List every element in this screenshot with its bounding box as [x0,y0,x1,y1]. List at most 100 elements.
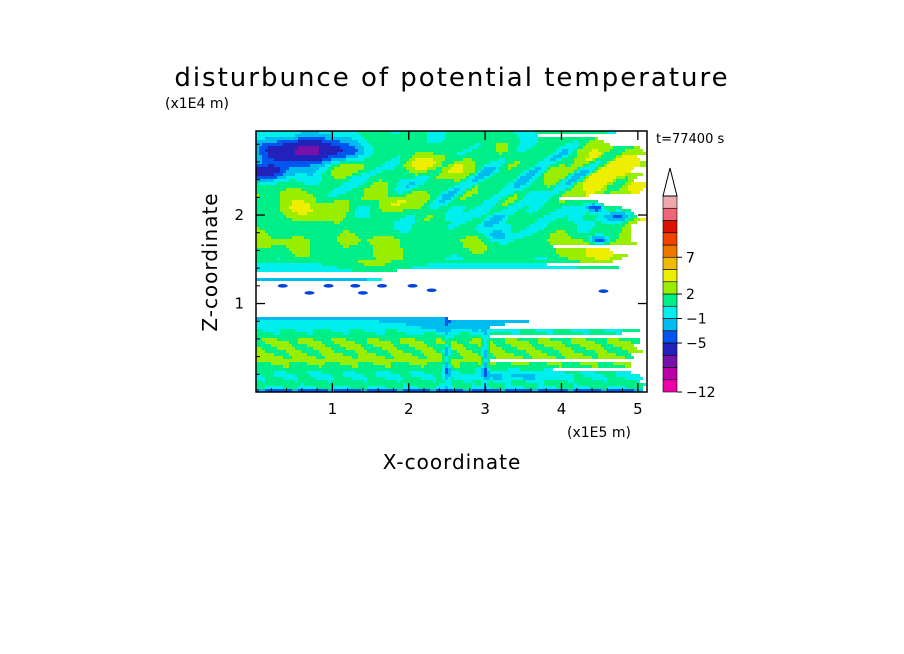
heatmap-cell [415,347,433,350]
heatmap-cell [286,245,310,248]
heatmap-cell [571,188,583,191]
heatmap-cell [400,374,412,377]
heatmap-cell [616,374,640,377]
heatmap-cell [487,329,520,332]
heatmap-cell [493,341,505,344]
heatmap-cell [370,209,382,212]
heatmap-cell [625,149,643,152]
heatmap-cell [568,176,571,179]
heatmap-cell [544,158,550,161]
colorbar-tick-label: 2 [686,287,695,303]
heatmap-cell [256,338,262,341]
heatmap-cell [490,386,505,389]
heatmap-cell [490,350,505,353]
heatmap-cell [295,380,298,383]
colorbar-extend-arrow [662,167,678,197]
heatmap-cell [451,254,457,257]
heatmap-cell [460,197,466,200]
heatmap-cell [589,212,610,215]
heatmap-cell [511,224,529,227]
heatmap-cell [256,257,277,260]
heatmap-cell [586,212,589,215]
heatmap-cell [385,386,403,389]
heatmap-cell [559,365,562,368]
heatmap-cell [256,194,259,197]
heatmap-cell [277,338,298,341]
heatmap-cell [589,155,598,158]
heatmap-cell [256,224,394,227]
heatmap-cell [445,338,448,341]
heatmap-cell [553,155,562,158]
heatmap-cell [286,350,301,353]
heatmap-cell [487,350,490,353]
heatmap-cell [556,230,565,233]
heatmap-cell [523,236,550,239]
heatmap-cell [622,215,628,218]
heatmap-cell [454,386,472,389]
heatmap-cell [529,170,538,173]
heatmap-cell [406,185,409,188]
heatmap-cell [586,251,613,254]
heatmap-cell [376,371,391,374]
heatmap-cell [460,371,475,374]
heatmap-cell [262,155,268,158]
heatmap-cell [292,344,307,347]
heatmap-cell [325,164,331,167]
heatmap-cell [454,377,484,380]
heatmap-cell [421,326,490,329]
heatmap-cell [259,389,265,392]
heatmap-cell [382,170,409,173]
heatmap-cell [562,149,568,152]
heatmap-cell [469,209,490,212]
heatmap-cell [514,161,520,164]
heatmap-cell [586,347,604,350]
heatmap-cell [424,365,442,368]
heatmap-cell [469,146,478,149]
heatmap-cell [427,131,445,134]
heatmap-cell [523,356,532,359]
heatmap-cell [535,173,541,176]
heatmap-cell [406,332,424,335]
heatmap-cell [289,167,319,170]
heatmap-cell [322,140,340,143]
heatmap-cell [448,203,481,206]
heatmap-cell [415,182,424,185]
heatmap-cell [493,230,502,233]
heatmap-cell [316,356,325,359]
heatmap-cell [364,137,427,140]
heatmap-cell [343,332,349,335]
heatmap-cell [541,167,547,170]
heatmap-cell [283,212,298,215]
heatmap-cell [505,350,526,353]
heatmap-cell [391,365,421,368]
heatmap-cell [508,164,517,167]
heatmap-cell [373,146,469,149]
heatmap-cell [280,167,289,170]
heatmap-cell [505,185,514,188]
heatmap-cell [505,233,532,236]
heatmap-cell [553,347,571,350]
heatmap-cell [616,353,631,356]
heatmap-cell [256,269,352,272]
heatmap-cell [565,371,580,374]
heatmap-cell [256,374,262,377]
heatmap-cell [601,152,604,155]
colorbar-swatch [662,244,678,258]
heatmap-cell [562,179,568,182]
heatmap-cell [412,374,433,377]
heatmap-cell [532,233,550,236]
heatmap-cell [598,356,625,359]
heatmap-cell [595,218,607,221]
heatmap-cell [355,146,364,149]
heatmap-cell [352,365,358,368]
heatmap-cell [595,209,598,212]
heatmap-cell [421,377,436,380]
heatmap-cell [583,182,607,185]
heatmap-cell [283,386,298,389]
y-unit-label: (x1E4 m) [165,96,229,112]
heatmap-cell [352,137,364,140]
heatmap-cell [445,371,448,374]
heatmap-cell [547,155,553,158]
heatmap-cell [592,227,622,230]
heatmap-cell [448,362,451,365]
